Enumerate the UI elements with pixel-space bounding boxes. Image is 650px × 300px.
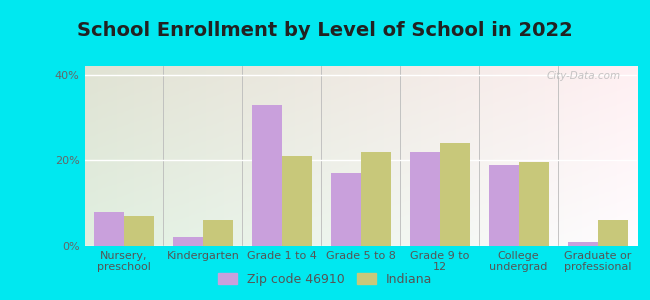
Bar — [173, 237, 203, 246]
Bar — [282, 156, 312, 246]
Bar — [597, 220, 627, 246]
Bar — [519, 162, 549, 246]
Legend: Zip code 46910, Indiana: Zip code 46910, Indiana — [213, 268, 437, 291]
Bar — [410, 152, 439, 246]
Bar — [331, 173, 361, 246]
Bar — [489, 165, 519, 246]
Bar — [439, 143, 470, 246]
Text: School Enrollment by Level of School in 2022: School Enrollment by Level of School in … — [77, 21, 573, 40]
Bar — [567, 242, 597, 246]
Bar — [252, 105, 282, 246]
Text: City-Data.com: City-Data.com — [546, 71, 620, 81]
Bar — [94, 212, 124, 246]
Bar — [203, 220, 233, 246]
Bar — [361, 152, 391, 246]
Bar — [124, 216, 154, 246]
